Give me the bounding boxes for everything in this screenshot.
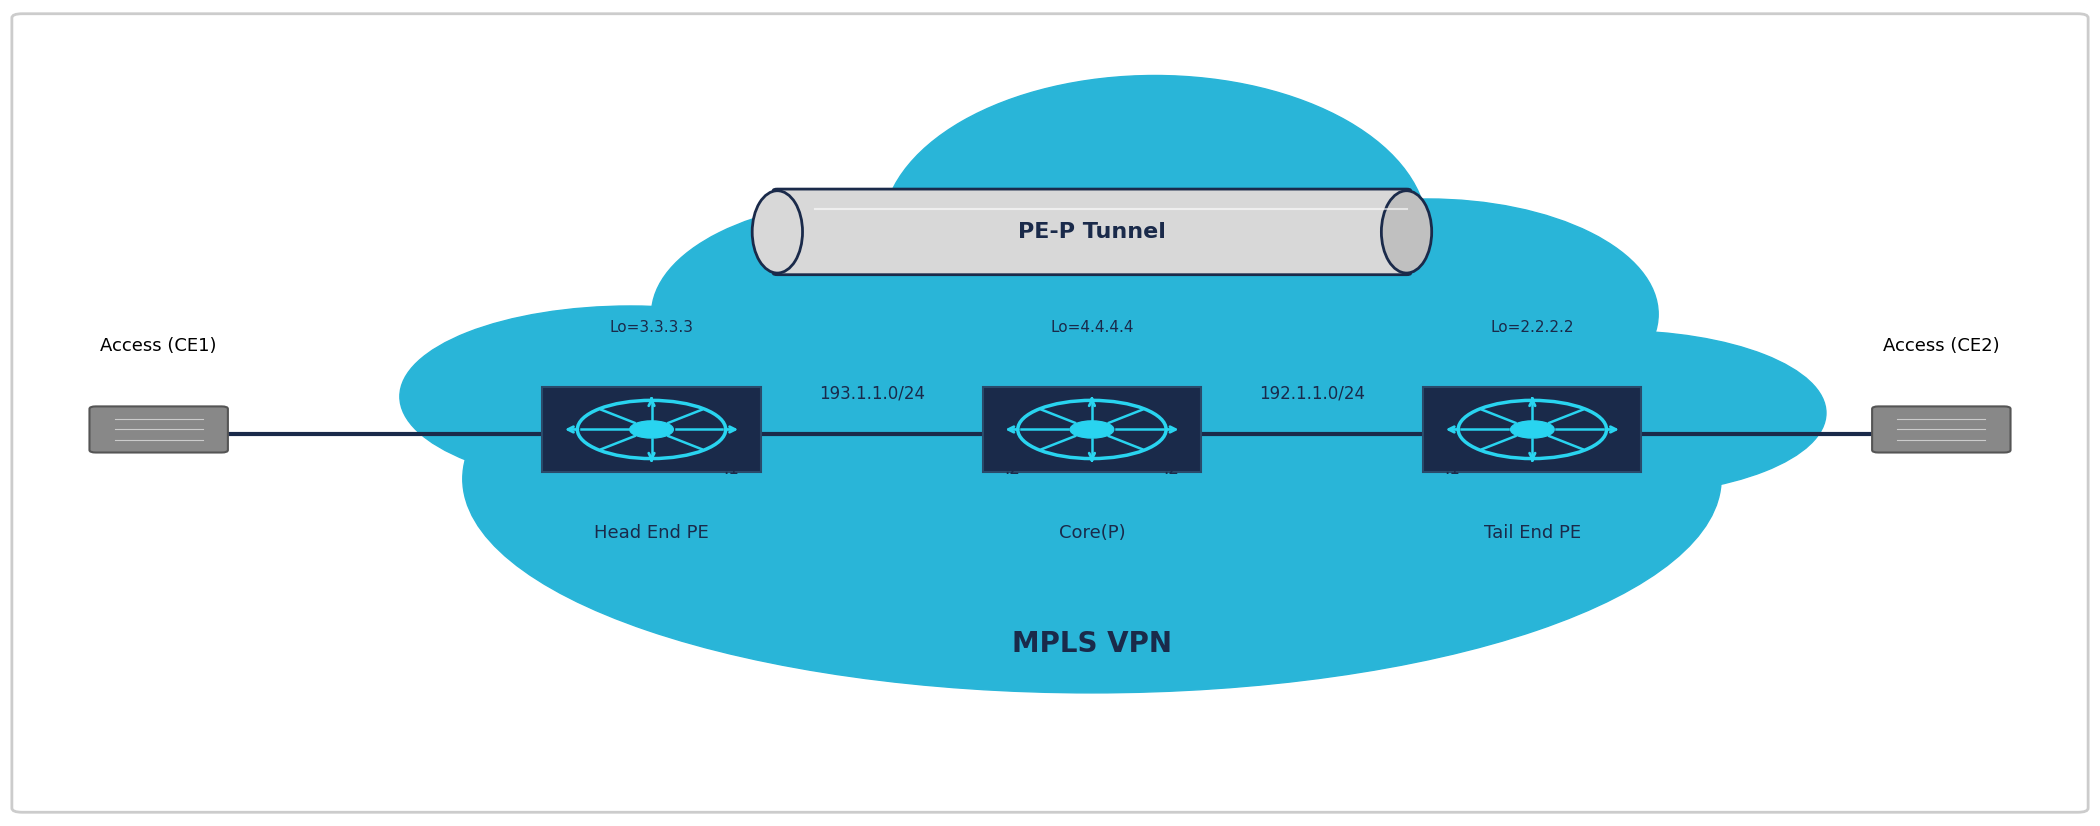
Text: .2: .2	[1004, 460, 1021, 478]
Text: Access (CE2): Access (CE2)	[1884, 337, 1999, 355]
FancyBboxPatch shape	[1424, 387, 1642, 472]
Circle shape	[1071, 421, 1113, 438]
Text: .1: .1	[1445, 460, 1462, 478]
Text: Access (CE1): Access (CE1)	[101, 337, 216, 355]
Ellipse shape	[752, 191, 802, 273]
FancyBboxPatch shape	[773, 189, 1411, 275]
Ellipse shape	[651, 199, 1113, 430]
Text: 192.1.1.0/24: 192.1.1.0/24	[1260, 384, 1365, 402]
Circle shape	[1510, 421, 1554, 438]
Text: PE-P Tunnel: PE-P Tunnel	[1018, 222, 1166, 242]
FancyBboxPatch shape	[983, 387, 1201, 472]
Text: Lo=2.2.2.2: Lo=2.2.2.2	[1491, 320, 1575, 335]
FancyBboxPatch shape	[542, 387, 760, 472]
Text: Lo=3.3.3.3: Lo=3.3.3.3	[609, 320, 693, 335]
Text: Lo=4.4.4.4: Lo=4.4.4.4	[1050, 320, 1134, 335]
Text: Core(P): Core(P)	[1058, 525, 1126, 542]
Circle shape	[630, 421, 674, 438]
Text: Head End PE: Head End PE	[594, 525, 710, 542]
Ellipse shape	[525, 438, 1659, 602]
Text: .2: .2	[1163, 460, 1180, 478]
FancyBboxPatch shape	[13, 14, 2087, 812]
Ellipse shape	[462, 265, 1722, 693]
Text: MPLS VPN: MPLS VPN	[1012, 629, 1172, 657]
Text: .1: .1	[722, 460, 739, 478]
Ellipse shape	[399, 306, 861, 487]
Ellipse shape	[1407, 330, 1827, 496]
FancyBboxPatch shape	[90, 406, 229, 453]
Text: 193.1.1.0/24: 193.1.1.0/24	[819, 384, 924, 402]
Ellipse shape	[1382, 191, 1432, 273]
Ellipse shape	[882, 75, 1428, 388]
Text: Tail End PE: Tail End PE	[1485, 525, 1581, 542]
FancyBboxPatch shape	[1871, 406, 2010, 453]
Ellipse shape	[1197, 199, 1659, 430]
